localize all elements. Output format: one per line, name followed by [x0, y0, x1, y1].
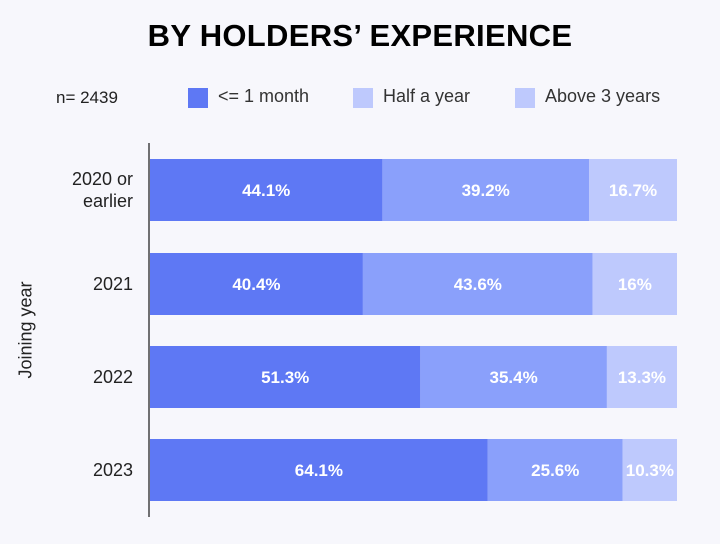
bar-segment	[150, 159, 383, 221]
bar-value-label: 43.6%	[454, 275, 502, 294]
bar-segment	[592, 253, 677, 315]
bar-segment	[362, 253, 593, 315]
legend-label: Above 3 years	[545, 86, 661, 106]
bar-segment	[588, 159, 677, 221]
bar-value-label: 64.1%	[295, 461, 343, 480]
chart-title: BY HOLDERS’ EXPERIENCE	[147, 18, 573, 53]
sample-size-label: n= 2439	[56, 88, 118, 107]
bar-value-label: 51.3%	[261, 368, 309, 387]
bar-value-label: 44.1%	[242, 181, 290, 200]
bar-segment	[606, 346, 677, 408]
bar-value-label: 40.4%	[232, 275, 280, 294]
bar-segment	[150, 253, 363, 315]
category-tick-label: 2020 or earlier	[72, 169, 133, 211]
category-tick-label: 2022	[93, 367, 133, 387]
bar-value-label: 35.4%	[490, 368, 538, 387]
category-tick-label: 2021	[93, 274, 133, 294]
bar-segment	[150, 439, 488, 501]
bar-value-label: 16.7%	[609, 181, 657, 200]
bar-value-label: 10.3%	[626, 461, 674, 480]
bar-segment	[622, 439, 677, 501]
legend-label: Half a year	[383, 86, 471, 106]
bar-segment	[487, 439, 623, 501]
legend-swatch	[188, 88, 208, 108]
bar-segment	[420, 346, 607, 408]
legend-swatch	[353, 88, 373, 108]
bar-value-label: 16%	[618, 275, 652, 294]
legend-swatch	[515, 88, 535, 108]
bar-segment	[150, 346, 421, 408]
bar-segment	[382, 159, 589, 221]
category-tick-label: 2023	[93, 460, 133, 480]
bar-value-label: 39.2%	[462, 181, 510, 200]
legend-label: <= 1 month	[218, 86, 310, 106]
bar-value-label: 25.6%	[531, 461, 579, 480]
bar-value-label: 13.3%	[618, 368, 666, 387]
